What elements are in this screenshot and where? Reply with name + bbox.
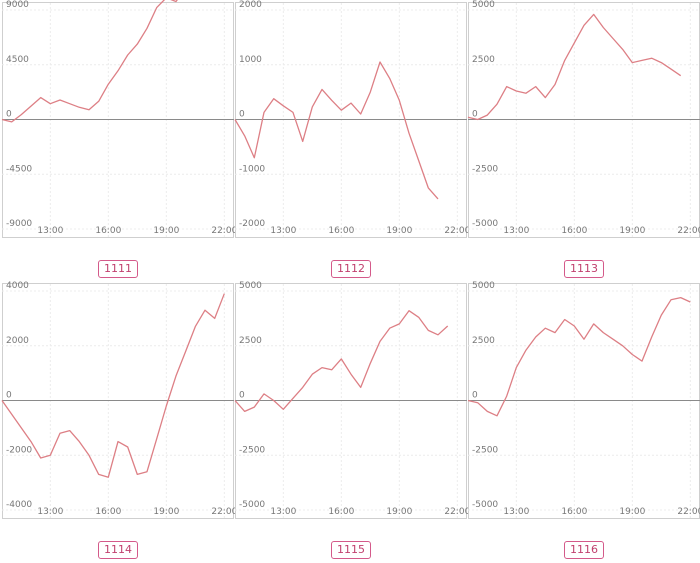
chart-panel-1111: 9000 4500 0 -4500 -9000 13:00 16:00 19:00 22:00 1… bbox=[1, 0, 238, 282]
x-tick-label: 16:00 bbox=[328, 507, 354, 517]
series-line bbox=[467, 13, 682, 121]
x-tick-label: 19:00 bbox=[619, 226, 645, 236]
chart-label-badge[interactable]: 1115 bbox=[331, 541, 371, 559]
series-line bbox=[1, 0, 178, 123]
x-tick-label: 22:00 bbox=[677, 507, 700, 517]
x-tick-label: 13:00 bbox=[503, 226, 529, 236]
chart-panel-1114: 4000 2000 0 -2000 -4000 13:00 16:00 19:00 22:00 1… bbox=[1, 281, 238, 563]
series-line bbox=[1, 293, 225, 478]
y-tick-label: 0 bbox=[472, 110, 478, 120]
chart-panel-1113: 5000 2500 0 -2500 -5000 13:00 16:00 19:00 22:00 1… bbox=[467, 0, 700, 282]
y-tick-label: 1000 bbox=[239, 55, 262, 65]
chart-svg-1114: 4000 2000 0 -2000 -4000 13:00 16:00 19:00 22:00 bbox=[1, 281, 238, 519]
y-tick-label: 5000 bbox=[472, 281, 495, 291]
x-tick-label: 22:00 bbox=[677, 226, 700, 236]
chart-panel-1112: 2000 1000 0 -1000 -2000 13:00 16:00 19:00 22:00 1… bbox=[234, 0, 471, 282]
y-tick-label: -1000 bbox=[239, 164, 265, 174]
chart-svg-1115: 5000 2500 0 -2500 -5000 13:00 16:00 19:00 22:00 bbox=[234, 281, 471, 519]
series-line bbox=[234, 61, 439, 200]
x-tick-label: 22:00 bbox=[444, 226, 470, 236]
x-tick-label: 16:00 bbox=[95, 507, 121, 517]
series-line bbox=[234, 310, 449, 413]
chart-panel-1116: 5000 2500 0 -2500 -5000 13:00 16:00 19:00 22:00 1… bbox=[467, 281, 700, 563]
chart-svg-1116: 5000 2500 0 -2500 -5000 13:00 16:00 19:00 22:00 bbox=[467, 281, 700, 519]
y-tick-label: -2500 bbox=[239, 445, 265, 455]
y-tick-label: 2500 bbox=[472, 336, 495, 346]
x-tick-label: 19:00 bbox=[153, 226, 179, 236]
y-tick-label: 0 bbox=[6, 110, 12, 120]
x-tick-label: 16:00 bbox=[328, 226, 354, 236]
x-tick-label: 22:00 bbox=[211, 507, 237, 517]
y-tick-label: 2500 bbox=[239, 336, 262, 346]
y-tick-label: -2500 bbox=[472, 164, 498, 174]
y-tick-label: 0 bbox=[472, 391, 478, 401]
x-tick-label: 16:00 bbox=[561, 507, 587, 517]
y-tick-label: -5000 bbox=[239, 500, 265, 510]
y-tick-label: 2000 bbox=[239, 0, 262, 10]
y-tick-label: -2000 bbox=[6, 445, 32, 455]
x-tick-label: 16:00 bbox=[95, 226, 121, 236]
y-tick-label: -4000 bbox=[6, 500, 32, 510]
y-tick-label: -5000 bbox=[472, 500, 498, 510]
chart-label-badge[interactable]: 1111 bbox=[98, 260, 138, 278]
chart-label-badge[interactable]: 1113 bbox=[564, 260, 604, 278]
y-tick-label: -4500 bbox=[6, 164, 32, 174]
x-tick-label: 13:00 bbox=[37, 226, 63, 236]
x-tick-label: 13:00 bbox=[270, 507, 296, 517]
x-tick-label: 16:00 bbox=[561, 226, 587, 236]
y-tick-label: 4000 bbox=[6, 281, 29, 291]
y-tick-label: -2000 bbox=[239, 219, 265, 229]
x-tick-label: 19:00 bbox=[153, 507, 179, 517]
y-tick-label: 0 bbox=[239, 391, 245, 401]
chart-label-badge[interactable]: 1112 bbox=[331, 260, 371, 278]
x-tick-label: 22:00 bbox=[444, 507, 470, 517]
y-tick-label: 0 bbox=[6, 391, 12, 401]
y-tick-label: 4500 bbox=[6, 55, 29, 65]
x-tick-label: 19:00 bbox=[619, 507, 645, 517]
chart-svg-1113: 5000 2500 0 -2500 -5000 13:00 16:00 19:00 22:00 bbox=[467, 0, 700, 238]
y-tick-label: -9000 bbox=[6, 219, 32, 229]
x-tick-label: 19:00 bbox=[386, 226, 412, 236]
y-tick-label: 5000 bbox=[239, 281, 262, 291]
y-tick-label: 5000 bbox=[472, 0, 495, 10]
x-tick-label: 19:00 bbox=[386, 507, 412, 517]
chart-svg-1111: 9000 4500 0 -4500 -9000 13:00 16:00 19:00 22:00 bbox=[1, 0, 238, 238]
x-tick-label: 13:00 bbox=[270, 226, 296, 236]
chart-panel-1115: 5000 2500 0 -2500 -5000 13:00 16:00 19:00 22:00 1… bbox=[234, 281, 471, 563]
series-line bbox=[467, 296, 691, 417]
y-tick-label: 2500 bbox=[472, 55, 495, 65]
chart-label-badge[interactable]: 1114 bbox=[98, 541, 138, 559]
y-tick-label: -5000 bbox=[472, 219, 498, 229]
y-tick-label: -2500 bbox=[472, 445, 498, 455]
y-tick-label: 9000 bbox=[6, 0, 29, 10]
chart-svg-1112: 2000 1000 0 -1000 -2000 13:00 16:00 19:00 22:00 bbox=[234, 0, 471, 238]
x-tick-label: 13:00 bbox=[503, 507, 529, 517]
chart-label-badge[interactable]: 1116 bbox=[564, 541, 604, 559]
y-tick-label: 0 bbox=[239, 110, 245, 120]
y-tick-label: 2000 bbox=[6, 336, 29, 346]
x-tick-label: 22:00 bbox=[211, 226, 237, 236]
x-tick-label: 13:00 bbox=[37, 507, 63, 517]
